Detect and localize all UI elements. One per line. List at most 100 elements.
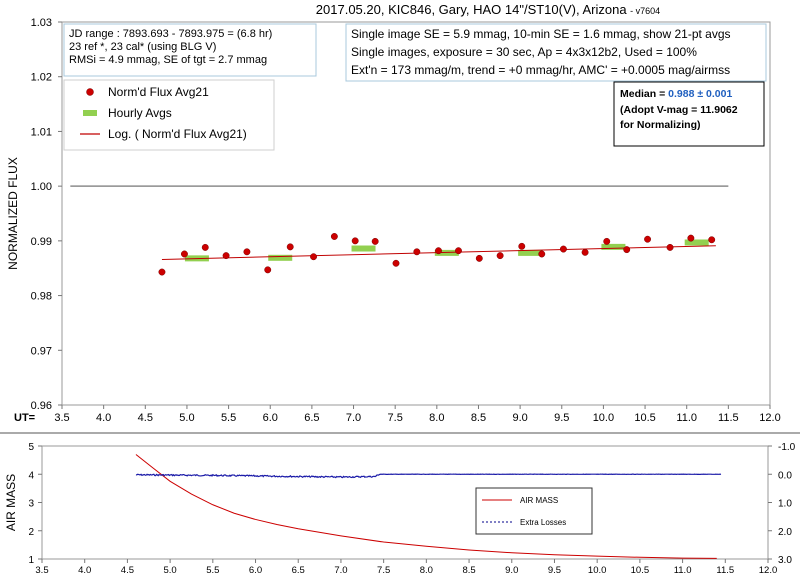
flux-point	[538, 250, 546, 258]
info-line: JD range : 7893.693 - 7893.975 = (6.8 hr…	[69, 28, 272, 40]
x-tick-label: 4.5	[121, 565, 134, 576]
flux-point	[559, 245, 567, 253]
airmass-tick-label: 5	[28, 442, 34, 453]
airmass-axis-label: AIR MASS	[4, 474, 18, 531]
y-tick-label: 1.00	[31, 181, 52, 193]
flux-point	[475, 254, 483, 262]
x-tick-label: 12.0	[759, 412, 780, 424]
info-box-right: Single image SE = 5.9 mmag, 10-min SE = …	[345, 23, 767, 82]
info-box-left-frame	[63, 23, 317, 77]
info-line: Single images, exposure = 30 sec, Ap = 4…	[351, 45, 697, 59]
x-tick-label: 5.0	[179, 412, 194, 424]
x-tick-label: 9.0	[505, 565, 518, 576]
flux-point	[286, 243, 294, 251]
loss-tick-label: -1.0	[778, 442, 796, 453]
legend-bottom-frame	[475, 487, 593, 535]
y-axis-label: NORMALIZED FLUX	[6, 157, 20, 270]
flux-point	[371, 237, 379, 245]
flux-point	[222, 252, 230, 260]
airmass-line	[135, 454, 717, 559]
x-tick-label: 6.5	[292, 565, 305, 576]
median-box: Median = 0.988 ± 0.001 (Adopt V-mag = 11.…	[613, 81, 765, 147]
x-tick-label: 4.0	[78, 565, 91, 576]
x-tick-label: 8.0	[429, 412, 444, 424]
x-tick-label: 5.0	[164, 565, 177, 576]
flux-point	[644, 235, 652, 243]
flux-point	[392, 259, 400, 267]
loss-tick-label: 1.0	[778, 499, 792, 510]
y-tick-label: 1.03	[31, 17, 52, 29]
x-tick-label: 6.0	[263, 412, 278, 424]
flux-point	[623, 246, 631, 254]
loss-tick-label: 2.0	[778, 527, 792, 538]
median-line2: (Adopt V-mag = 11.9062	[620, 104, 738, 116]
median-box-frame	[613, 81, 765, 147]
chart-title: 2017.05.20, KIC846, Gary, HAO 14"/ST10(V…	[316, 2, 660, 17]
hourly-avg-bar	[351, 245, 376, 252]
x-tick-label: 7.0	[346, 412, 361, 424]
hourly-avg-bar	[518, 249, 543, 256]
median-value: 0.988 ± 0.001	[668, 88, 732, 100]
legend-label: AIR MASS	[520, 496, 558, 505]
y-tick-label: 1.01	[31, 126, 52, 138]
info-box-right-frame	[345, 23, 767, 82]
x-tick-label: 3.5	[54, 412, 69, 424]
y-tick-label: 0.96	[31, 400, 52, 412]
legend-top: Norm'd Flux Avg21 Hourly Avgs Log. ( Norm'…	[63, 79, 275, 151]
x-tick-label: 7.5	[377, 565, 390, 576]
plot-area-bottom	[41, 445, 769, 560]
x-tick-label: 12.0	[759, 565, 778, 576]
info-line: 23 ref *, 23 cal* (using BLG V)	[69, 41, 216, 53]
chart-version: - v7604	[630, 6, 660, 16]
y-tick-label: 1.02	[31, 72, 52, 84]
hourly-avg-bar	[684, 239, 709, 246]
legend-label: Hourly Avgs	[108, 106, 172, 120]
x-tick-label: 7.5	[388, 412, 403, 424]
flux-point	[518, 242, 526, 250]
x-tick-label: 11.0	[674, 565, 692, 576]
x-tick-label: 8.5	[471, 412, 486, 424]
median-label: Median =	[620, 88, 668, 100]
flux-point	[158, 268, 166, 276]
info-box-left: JD range : 7893.693 - 7893.975 = (6.8 hr…	[63, 23, 317, 77]
flux-point	[201, 243, 209, 251]
x-tick-label: 9.5	[548, 565, 561, 576]
flux-point	[264, 266, 272, 274]
info-line: Ext'n = 173 mmag/m, trend = +0 mmag/hr, …	[351, 63, 730, 77]
x-tick-label: 4.0	[96, 412, 111, 424]
legend-label: Norm'd Flux Avg21	[108, 85, 209, 99]
flux-point	[310, 253, 317, 261]
legend-marker-bar	[83, 110, 97, 116]
flux-point	[687, 234, 695, 242]
legend-label: Extra Losses	[520, 518, 566, 527]
x-tick-label: 6.5	[304, 412, 319, 424]
hourly-avg-bar	[268, 254, 293, 261]
flux-point	[708, 236, 716, 244]
x-tick-label: 11.0	[676, 412, 697, 424]
flux-point	[413, 248, 421, 256]
x-tick-label: 10.0	[588, 565, 607, 576]
legend-bottom: AIR MASS Extra Losses	[475, 487, 593, 535]
x-tick-label: 9.5	[554, 412, 569, 424]
y-tick-label: 0.98	[31, 291, 52, 303]
flux-point	[330, 233, 338, 240]
x-tick-label: 5.5	[221, 412, 236, 424]
x-tick-label: 10.0	[593, 412, 614, 424]
x-tick-label: 5.5	[206, 565, 219, 576]
x-tick-label: 8.5	[462, 565, 475, 576]
info-line: Single image SE = 5.9 mmag, 10-min SE = …	[351, 27, 731, 41]
x-tick-label: 9.0	[512, 412, 527, 424]
chart-title-main: 2017.05.20, KIC846, Gary, HAO 14"/ST10(V…	[316, 2, 630, 17]
flux-point	[496, 252, 504, 260]
airmass-tick-label: 4	[28, 470, 34, 481]
airmass-tick-label: 3	[28, 499, 34, 510]
info-line: RMSi = 4.9 mmag, SE of tgt = 2.7 mmag	[69, 54, 267, 66]
loss-tick-label: 3.0	[778, 555, 792, 566]
flux-point	[351, 237, 359, 245]
x-axis-prefix: UT=	[14, 412, 35, 424]
x-tick-label: 8.0	[420, 565, 433, 576]
flux-point	[180, 250, 188, 258]
median-line: Median = 0.988 ± 0.001	[620, 88, 732, 100]
loss-tick-label: 0.0	[778, 470, 792, 481]
